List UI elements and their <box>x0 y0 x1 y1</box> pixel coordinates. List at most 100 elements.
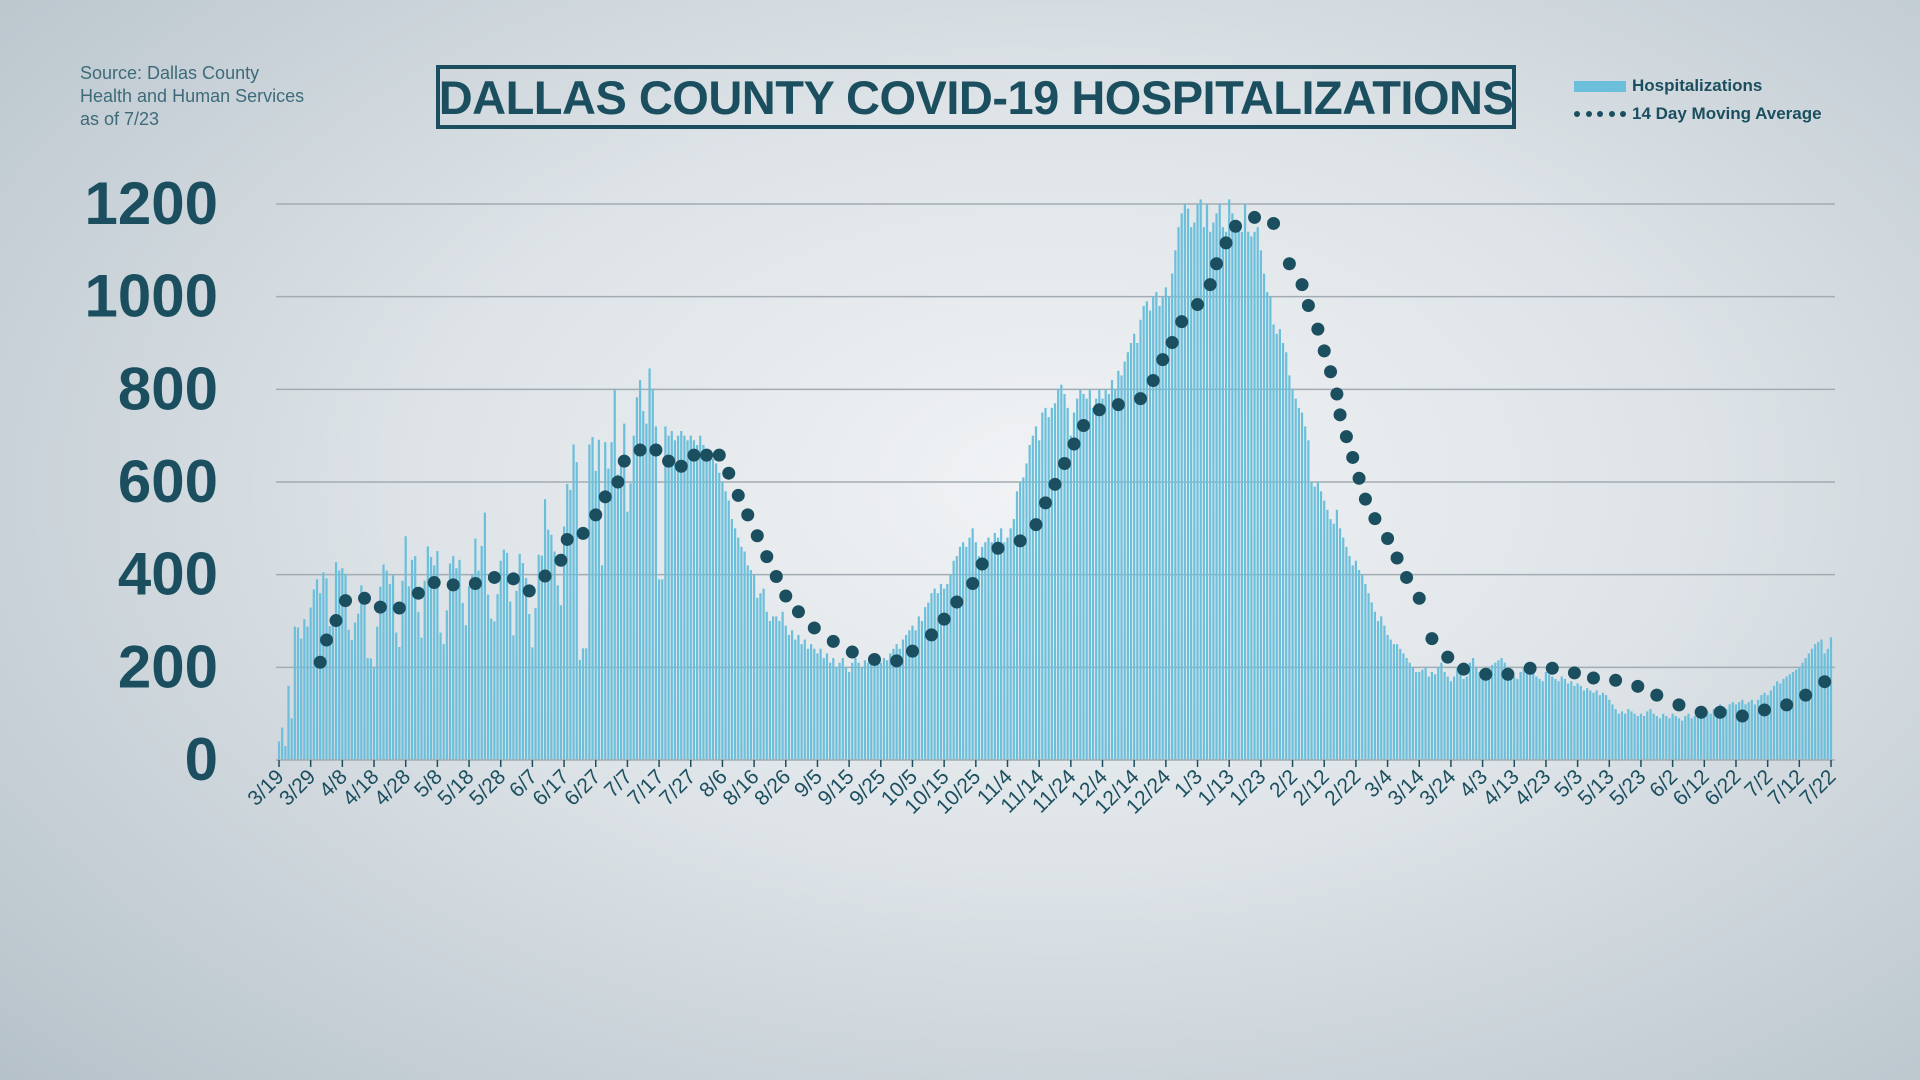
bar <box>1307 440 1310 760</box>
bar <box>1259 250 1262 761</box>
bar <box>958 546 962 760</box>
bar <box>1595 690 1598 760</box>
bar <box>718 472 721 760</box>
moving-average-dot <box>1479 667 1493 681</box>
bar <box>341 568 344 760</box>
bar <box>1567 683 1570 760</box>
source-line-1: Source: Dallas County <box>80 63 260 83</box>
bar <box>626 511 629 760</box>
bar <box>369 658 372 760</box>
bar <box>1728 704 1731 760</box>
bar <box>357 613 360 760</box>
bar <box>1015 491 1019 760</box>
bar <box>1174 250 1177 761</box>
bar <box>464 625 467 760</box>
bar <box>344 573 347 760</box>
moving-average-dot <box>633 443 647 457</box>
bar <box>829 662 832 760</box>
bar <box>936 593 939 760</box>
bar <box>695 444 699 760</box>
bar <box>328 626 331 760</box>
moving-average-dot <box>320 633 334 647</box>
bar <box>1820 639 1823 760</box>
bar <box>1639 713 1643 760</box>
bar <box>1107 393 1110 760</box>
bar <box>876 662 879 760</box>
bar <box>1082 393 1085 760</box>
bar <box>1202 227 1205 760</box>
bar <box>407 586 410 760</box>
bar <box>372 667 376 760</box>
bar <box>303 619 306 760</box>
bar <box>705 449 708 760</box>
bar <box>436 551 439 760</box>
bar <box>604 442 607 760</box>
y-tick-label: 0 <box>185 726 218 793</box>
bar <box>566 483 569 760</box>
bar <box>924 607 927 760</box>
bar <box>886 660 889 760</box>
moving-average-dot <box>791 605 805 619</box>
bar <box>1776 681 1779 760</box>
bar <box>768 621 772 760</box>
moving-average-dot <box>1609 673 1623 687</box>
x-tick-label: 4/23 <box>1510 765 1555 810</box>
moving-average-dot <box>1523 661 1537 675</box>
bar <box>410 559 414 760</box>
bar <box>1503 662 1506 760</box>
bar <box>1614 709 1617 760</box>
bar <box>540 555 543 760</box>
bar <box>667 435 670 760</box>
moving-average-dot <box>826 634 840 648</box>
moving-average-dot <box>598 490 612 504</box>
bar <box>1788 674 1791 760</box>
y-axis-labels: 0 200 400 600 800 1000 1200 <box>85 170 218 793</box>
bar <box>1712 709 1715 760</box>
bar <box>1126 352 1129 760</box>
moving-average-dot <box>975 557 989 571</box>
bar <box>1424 667 1427 760</box>
bar <box>1703 709 1706 760</box>
moving-average-dot <box>937 612 951 626</box>
moving-average-dot <box>1650 688 1664 702</box>
bar <box>493 621 496 760</box>
bar <box>1763 692 1766 760</box>
bar <box>1022 477 1025 760</box>
bar <box>1316 482 1319 760</box>
bar <box>591 437 594 760</box>
moving-average-dot <box>700 448 714 462</box>
moving-average-dot <box>1156 353 1170 367</box>
bar <box>338 570 341 760</box>
source-note: Source: Dallas County Health and Human S… <box>80 62 304 131</box>
moving-average-dot <box>687 448 701 462</box>
bar <box>632 435 635 760</box>
moving-average-dot <box>1175 315 1189 329</box>
bar <box>1538 678 1541 760</box>
bar <box>1494 662 1497 760</box>
bar <box>889 653 892 760</box>
bar <box>778 621 781 760</box>
moving-average-dot <box>779 589 793 603</box>
bar <box>300 638 303 760</box>
moving-average-dot <box>1067 437 1081 451</box>
bar <box>816 653 819 760</box>
bar <box>971 528 974 760</box>
bar <box>1443 671 1446 760</box>
bar <box>1243 204 1247 760</box>
legend-label: 14 Day Moving Average <box>1632 104 1822 123</box>
y-tick-label: 1000 <box>85 263 218 330</box>
bar <box>293 626 296 760</box>
moving-average-dot <box>924 628 938 642</box>
bar <box>277 741 281 760</box>
bar <box>756 597 759 760</box>
bar <box>1798 667 1801 760</box>
bar <box>1662 713 1665 760</box>
moving-average-dot <box>1368 512 1382 526</box>
bar <box>553 551 556 760</box>
bar <box>1462 678 1465 760</box>
bar <box>968 537 971 760</box>
bar <box>657 579 661 760</box>
moving-average-dot <box>358 591 372 605</box>
moving-average-dot <box>1799 688 1813 702</box>
bar <box>1098 389 1101 760</box>
